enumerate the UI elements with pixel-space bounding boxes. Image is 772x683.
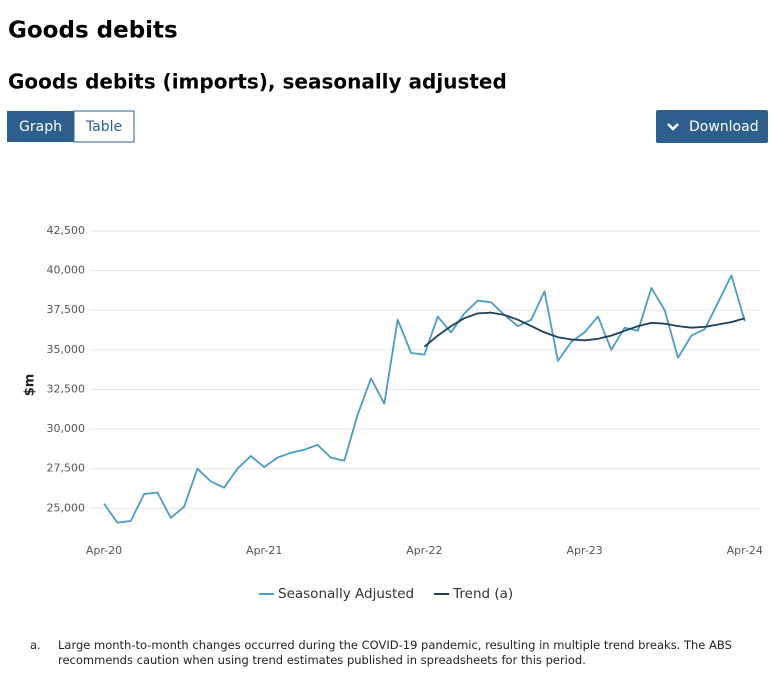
table-tab[interactable] bbox=[73, 110, 135, 143]
chart-heading: Goods debits (imports), seasonally adjus… bbox=[8, 70, 507, 94]
graph-tab[interactable] bbox=[7, 111, 74, 142]
download-icon bbox=[667, 123, 679, 131]
footnote: a. Large month-to-month changes occurred… bbox=[30, 638, 750, 668]
y-tick-label: 32,500 bbox=[47, 382, 86, 395]
footnote-marker: a. bbox=[30, 638, 41, 652]
table-tab-label[interactable]: Table bbox=[85, 119, 122, 135]
y-tick-label: 27,500 bbox=[47, 462, 86, 475]
y-tick-label: 30,000 bbox=[47, 422, 86, 435]
x-tick-label: Apr-24 bbox=[727, 544, 763, 557]
graph-tab-label[interactable]: Graph bbox=[19, 119, 62, 135]
y-axis-label: $m bbox=[23, 374, 38, 397]
y-tick-label: 25,000 bbox=[47, 501, 86, 514]
series-line bbox=[103, 274, 746, 524]
series-line bbox=[423, 311, 746, 348]
page-title: Goods debits bbox=[8, 18, 178, 44]
x-tick-label: Apr-20 bbox=[86, 544, 122, 557]
legend-label: Trend (a) bbox=[452, 586, 513, 602]
x-tick-label: Apr-22 bbox=[406, 544, 442, 557]
y-tick-label: 37,500 bbox=[47, 303, 86, 316]
x-tick-label: Apr-21 bbox=[246, 544, 282, 557]
y-tick-label: 40,000 bbox=[47, 264, 86, 277]
download-label[interactable]: Download bbox=[689, 119, 759, 135]
footnote-text: Large month-to-month changes occurred du… bbox=[58, 638, 732, 667]
y-tick-label: 42,500 bbox=[47, 224, 86, 237]
x-tick-label: Apr-23 bbox=[566, 544, 602, 557]
download-button[interactable] bbox=[656, 110, 768, 143]
legend-label: Seasonally Adjusted bbox=[278, 586, 414, 602]
y-tick-label: 35,000 bbox=[47, 343, 86, 356]
